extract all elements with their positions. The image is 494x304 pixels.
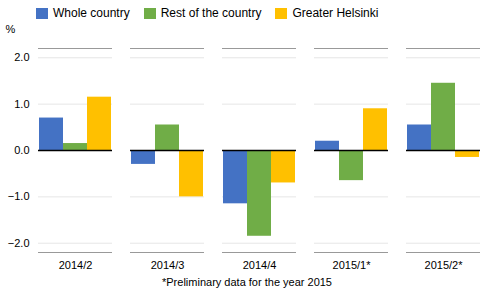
html-text:Greater Helsinki: Greater Helsinki bbox=[292, 6, 379, 20]
svg-text:2014/3: 2014/3 bbox=[151, 259, 185, 271]
svg-text:−2.0: −2.0 bbox=[8, 237, 30, 249]
svg-text:2015/2*: 2015/2* bbox=[425, 259, 464, 271]
html-text:*Preliminary data for the year: *Preliminary data for the year 2015 bbox=[162, 276, 332, 288]
svg-text:%: % bbox=[6, 23, 16, 35]
svg-text:1.0: 1.0 bbox=[14, 98, 29, 110]
html-text:Whole country: Whole country bbox=[53, 6, 130, 20]
svg-text:−1.0: −1.0 bbox=[8, 190, 30, 202]
svg-text:2.0: 2.0 bbox=[14, 51, 29, 63]
svg-text:2015/1*: 2015/1* bbox=[333, 259, 372, 271]
html-text:Rest of the country: Rest of the country bbox=[160, 6, 262, 20]
svg-text:0.0: 0.0 bbox=[14, 144, 29, 156]
svg-text:2014/2: 2014/2 bbox=[59, 259, 93, 271]
svg-text:2014/4: 2014/4 bbox=[243, 259, 277, 271]
